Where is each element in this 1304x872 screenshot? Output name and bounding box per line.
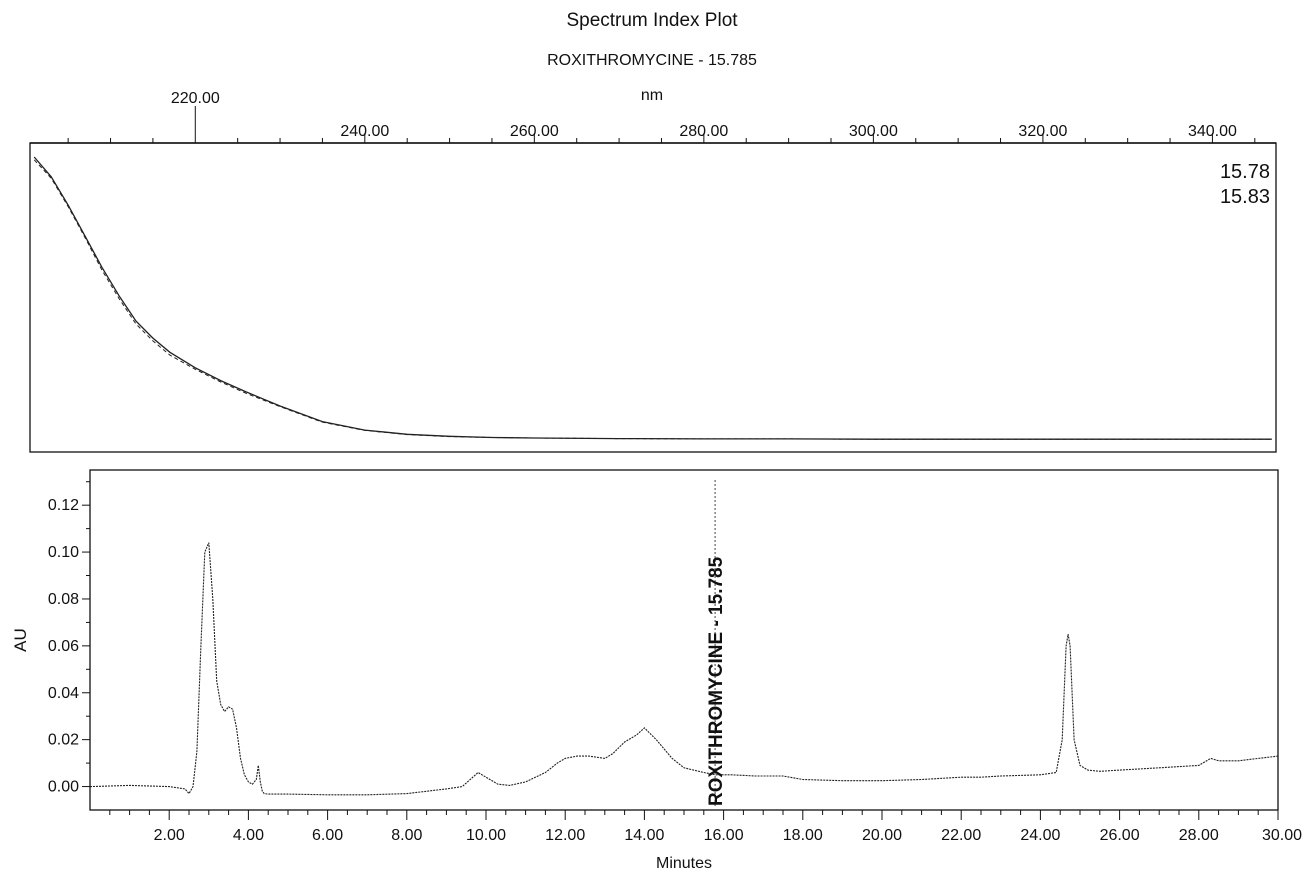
chromatogram-y-tick-label: 0.10 xyxy=(48,544,79,561)
chromatogram-y-axis-label: AU xyxy=(11,628,30,652)
chromatogram-x-tick-label: 26.00 xyxy=(1100,827,1140,844)
spectrum-x-tick-label: 320.00 xyxy=(1018,123,1067,140)
chromatogram-y-tick-label: 0.04 xyxy=(48,685,79,702)
chromatogram-x-tick-label: 18.00 xyxy=(783,827,823,844)
chromatogram-y-ticks xyxy=(82,481,90,788)
chromatogram-x-tick-label: 8.00 xyxy=(391,827,422,844)
spectrum-legend-entry-2: 15.83 xyxy=(1220,186,1270,208)
chromatogram-x-tick-label: 12.00 xyxy=(545,827,585,844)
spectrum-x-tick-label: 300.00 xyxy=(849,123,898,140)
spectrum-x-tick-label: 340.00 xyxy=(1188,123,1237,140)
chromatogram-x-tick-label: 30.00 xyxy=(1262,827,1302,844)
spectrum-subtitle: ROXITHROMYCINE - 15.785 xyxy=(547,52,757,69)
chromatogram-y-tick-labels: 0.00 0.02 0.04 0.06 0.08 0.10 0.12 xyxy=(48,497,79,795)
chromatogram-plot-frame xyxy=(89,469,1279,811)
chromatogram-x-tick-label: 28.00 xyxy=(1179,827,1219,844)
chromatogram-y-tick-label: 0.12 xyxy=(48,497,79,514)
chromatogram-y-tick-label: 0.00 xyxy=(48,779,79,796)
chromatogram-series xyxy=(89,542,1279,796)
spectrum-x-tick-label: 280.00 xyxy=(679,123,728,140)
chromatogram-y-tick-label: 0.06 xyxy=(48,638,79,655)
spectrum-x-axis-label: nm xyxy=(641,87,663,104)
spectrum-title: Spectrum Index Plot xyxy=(566,10,738,31)
spectrum-plot-frame xyxy=(29,142,1277,453)
spectrum-legend-entry-1: 15.78 xyxy=(1220,161,1270,183)
chromatogram-annotations: ROXITHROMYCINE - 15.785 xyxy=(706,480,727,808)
chromatogram-y-tick-label: 0.08 xyxy=(48,591,79,608)
spectrum-series-line-1 xyxy=(33,156,1272,440)
chromatogram-x-tick-label: 14.00 xyxy=(624,827,664,844)
chromatogram-x-tick-label: 10.00 xyxy=(466,827,506,844)
chromatogram-x-axis-label: Minutes xyxy=(656,855,712,872)
chromatogram-x-tick-label: 4.00 xyxy=(233,827,264,844)
chromatogram-panel: 0.00 0.02 0.04 0.06 0.08 0.10 0.12 2.00 4.00 6.0… xyxy=(11,469,1302,872)
spectrum-x-ticks xyxy=(67,106,1256,143)
spectrum-series xyxy=(33,156,1272,440)
spectrum-x-tick-label: 220.00 xyxy=(171,90,220,107)
chromatogram-x-tick-label: 16.00 xyxy=(704,827,744,844)
chromatogram-x-tick-label: 6.00 xyxy=(312,827,343,844)
chromatogram-x-tick-label: 24.00 xyxy=(1020,827,1060,844)
spectrum-x-tick-label: 260.00 xyxy=(510,123,559,140)
spectrum-x-tick-label: 240.00 xyxy=(340,123,389,140)
chromatogram-x-ticks xyxy=(109,810,1279,820)
spectrum-series-line-2 xyxy=(33,159,1272,440)
chromatogram-trace xyxy=(89,542,1279,796)
chromatogram-x-tick-label: 20.00 xyxy=(862,827,902,844)
chromatogram-y-tick-label: 0.02 xyxy=(48,732,79,749)
chromatogram-x-tick-labels: 2.00 4.00 6.00 8.00 10.00 12.00 14.00 16.00 18.0… xyxy=(154,827,1302,844)
spectrum-panel: 220.00 240.00 260.00 280.00 300.00 320.00 340.… xyxy=(29,90,1277,453)
chromatogram-x-tick-label: 22.00 xyxy=(941,827,981,844)
peak-annotation-label: ROXITHROMYCINE - 15.785 xyxy=(706,556,727,806)
chromatogram-x-tick-label: 2.00 xyxy=(154,827,185,844)
spectrum-x-tick-labels: 220.00 240.00 260.00 280.00 300.00 320.00 340.… xyxy=(171,90,1237,140)
